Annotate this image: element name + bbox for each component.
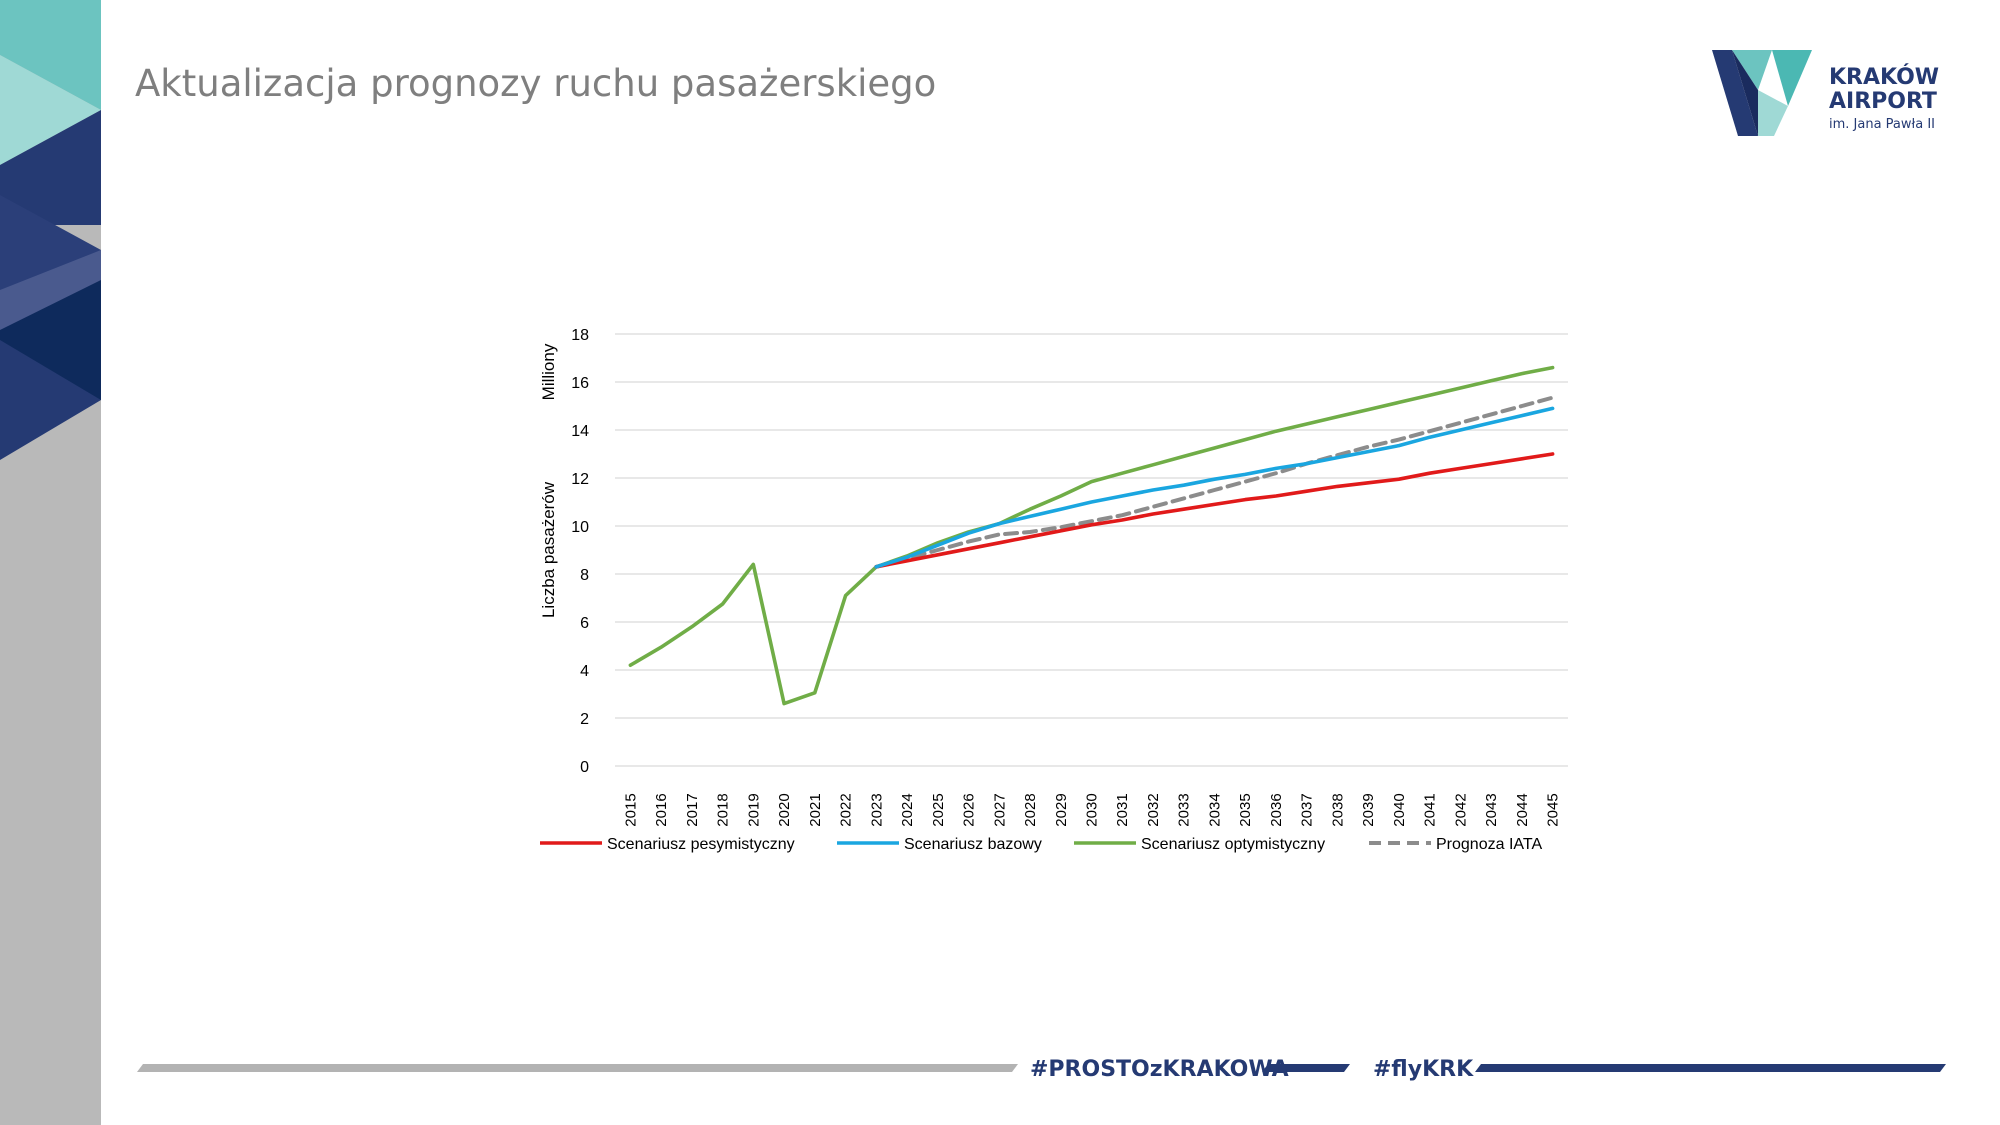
krakow-airport-logo: KRAKÓW AIRPORT im. Jana Pawła II	[1712, 50, 1939, 136]
x-tick-label: 2034	[1206, 793, 1223, 826]
x-tick-label: 2040	[1391, 793, 1408, 826]
hashtag-flykrk[interactable]: #flyKRK	[1373, 1057, 1474, 1082]
series-line	[874, 452, 1555, 569]
x-tick-label: 2044	[1514, 793, 1531, 826]
y-axis-ticks: 0 2 4 6 8 10 12 14 16 18	[571, 327, 589, 776]
x-tick-label: 2039	[1360, 793, 1377, 826]
x-tick-label: 2020	[776, 793, 793, 826]
y-tick-label: 16	[571, 375, 589, 392]
y-tick-label: 0	[580, 759, 589, 776]
x-tick-label: 2032	[1145, 793, 1162, 826]
x-tick-label: 2042	[1452, 793, 1469, 826]
x-tick-label: 2045	[1545, 793, 1562, 826]
y-tick-label: 4	[580, 663, 589, 680]
series-line	[874, 406, 1555, 569]
chart-series	[628, 365, 1555, 706]
y-tick-label: 14	[571, 423, 589, 440]
x-axis-ticks: 2015 2016 2017 2018 2019 2020 2021 2022 2023 2024…	[622, 793, 1561, 826]
logo-line1: KRAKÓW	[1829, 64, 1939, 90]
x-tick-label: 2023	[868, 793, 885, 826]
x-tick-label: 2030	[1084, 793, 1101, 826]
y-tick-label: 12	[571, 471, 589, 488]
legend-label: Prognoza IATA	[1436, 836, 1542, 853]
x-tick-label: 2018	[715, 793, 732, 826]
y-tick-label: 10	[571, 519, 589, 536]
chart-grid	[615, 333, 1568, 767]
series-line	[628, 365, 1555, 706]
x-tick-label: 2031	[1114, 793, 1131, 826]
x-tick-label: 2028	[1022, 793, 1039, 826]
footer-bar	[137, 1064, 1946, 1072]
x-tick-label: 2021	[807, 793, 824, 826]
x-tick-label: 2029	[1053, 793, 1070, 826]
x-tick-label: 2026	[961, 793, 978, 826]
y-tick-label: 18	[571, 327, 589, 344]
y-tick-label: 6	[580, 615, 589, 632]
x-tick-label: 2024	[899, 793, 916, 826]
x-tick-label: 2041	[1422, 793, 1439, 826]
y-axis-label-top: Milliony	[539, 343, 558, 400]
y-tick-label: 8	[580, 567, 589, 584]
x-tick-label: 2035	[1237, 793, 1254, 826]
footer-navy-stripe-long	[1475, 1064, 1946, 1072]
x-tick-label: 2015	[622, 793, 639, 826]
y-axis-label: Liczba pasażerów	[539, 481, 558, 618]
series-line	[874, 395, 1555, 569]
legend-label: Scenariusz pesymistyczny	[607, 836, 795, 853]
logo-line3: im. Jana Pawła II	[1829, 117, 1935, 132]
x-tick-label: 2019	[745, 793, 762, 826]
hashtag-prostozkrakowa[interactable]: #PROSTOzKRAKOWA	[1030, 1057, 1289, 1082]
x-tick-label: 2038	[1329, 793, 1346, 826]
footer-gray-stripe	[137, 1064, 1018, 1072]
y-tick-label: 2	[580, 711, 589, 728]
x-tick-label: 2037	[1299, 793, 1316, 826]
passenger-forecast-chart: 0 2 4 6 8 10 12 14 16 18 2015 2016 2017 2018 2019 2020…	[539, 327, 1568, 853]
footer-navy-stripe-short	[1262, 1064, 1350, 1072]
x-tick-label: 2027	[991, 793, 1008, 826]
x-tick-label: 2036	[1268, 793, 1285, 826]
x-tick-label: 2033	[1176, 793, 1193, 826]
x-tick-label: 2022	[838, 793, 855, 826]
logo-line2: AIRPORT	[1829, 89, 1937, 114]
chart-legend: Scenariusz pesymistyczny Scenariusz bazow…	[540, 836, 1542, 853]
x-tick-label: 2043	[1483, 793, 1500, 826]
legend-label: Scenariusz optymistyczny	[1141, 836, 1325, 853]
x-tick-label: 2017	[684, 793, 701, 826]
page-title: Aktualizacja prognozy ruchu pasażerskieg…	[135, 62, 937, 105]
logo-mark-icon	[1712, 50, 1812, 136]
x-tick-label: 2025	[930, 793, 947, 826]
left-decorative-strip	[0, 0, 101, 1125]
legend-label: Scenariusz bazowy	[904, 836, 1042, 853]
x-tick-label: 2016	[653, 793, 670, 826]
